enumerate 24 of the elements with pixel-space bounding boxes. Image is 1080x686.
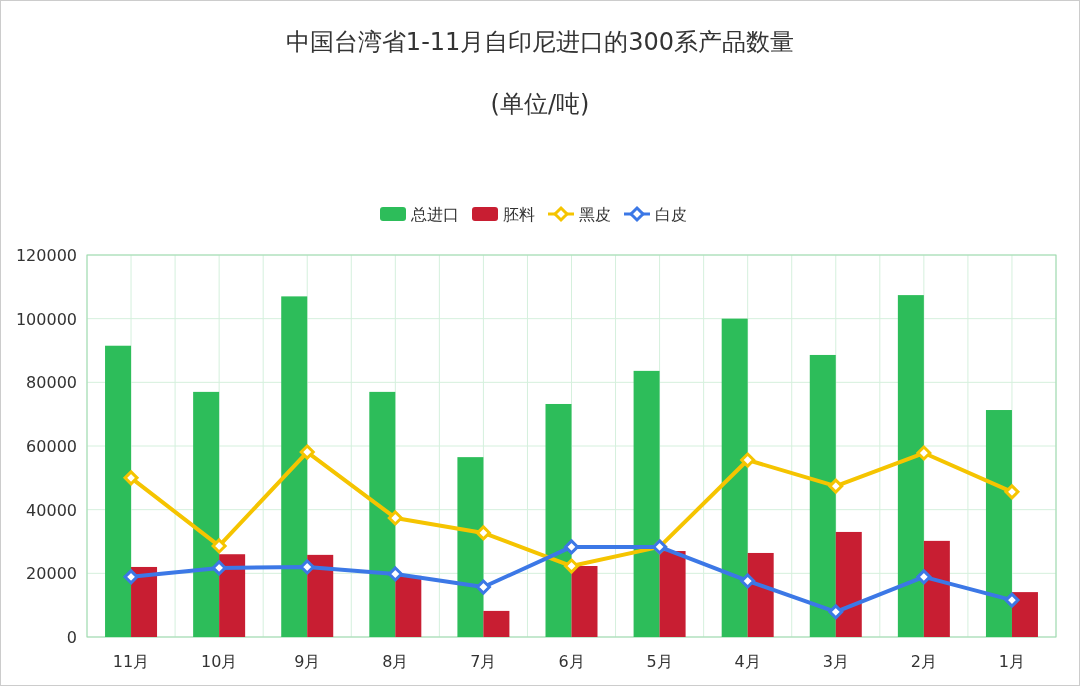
y-tick-label: 0 xyxy=(66,628,77,647)
y-tick-label: 20000 xyxy=(26,564,77,584)
legend-label: 黑皮 xyxy=(579,205,611,224)
legend-label: 胚料 xyxy=(503,205,535,224)
y-tick-label: 100000 xyxy=(15,309,77,329)
x-tick-label: 11月 xyxy=(112,652,150,671)
y-tick-label: 60000 xyxy=(26,437,77,456)
x-tick-label: 6月 xyxy=(558,652,585,671)
x-tick-label: 4月 xyxy=(734,652,761,671)
chart-subtitle: (单位/吨) xyxy=(490,90,590,118)
x-tick-label: 1月 xyxy=(998,652,1026,671)
y-tick-label: 120000 xyxy=(15,246,77,265)
x-tick-label: 3月 xyxy=(822,652,849,671)
x-tick-label: 2月 xyxy=(910,652,937,671)
chart-title: 中国台湾省1-11月自印尼进口的300系产品数量 xyxy=(285,28,795,56)
x-tick-label: 5月 xyxy=(646,652,673,671)
legend-label: 白皮 xyxy=(655,205,687,224)
x-tick-label: 10月 xyxy=(200,652,238,671)
legend-label: 总进口 xyxy=(410,205,459,224)
x-tick-label: 8月 xyxy=(382,652,409,671)
y-tick-label: 80000 xyxy=(26,373,77,393)
y-tick-label: 40000 xyxy=(26,500,77,520)
x-tick-label: 9月 xyxy=(294,652,321,671)
x-tick-label: 7月 xyxy=(470,652,497,671)
